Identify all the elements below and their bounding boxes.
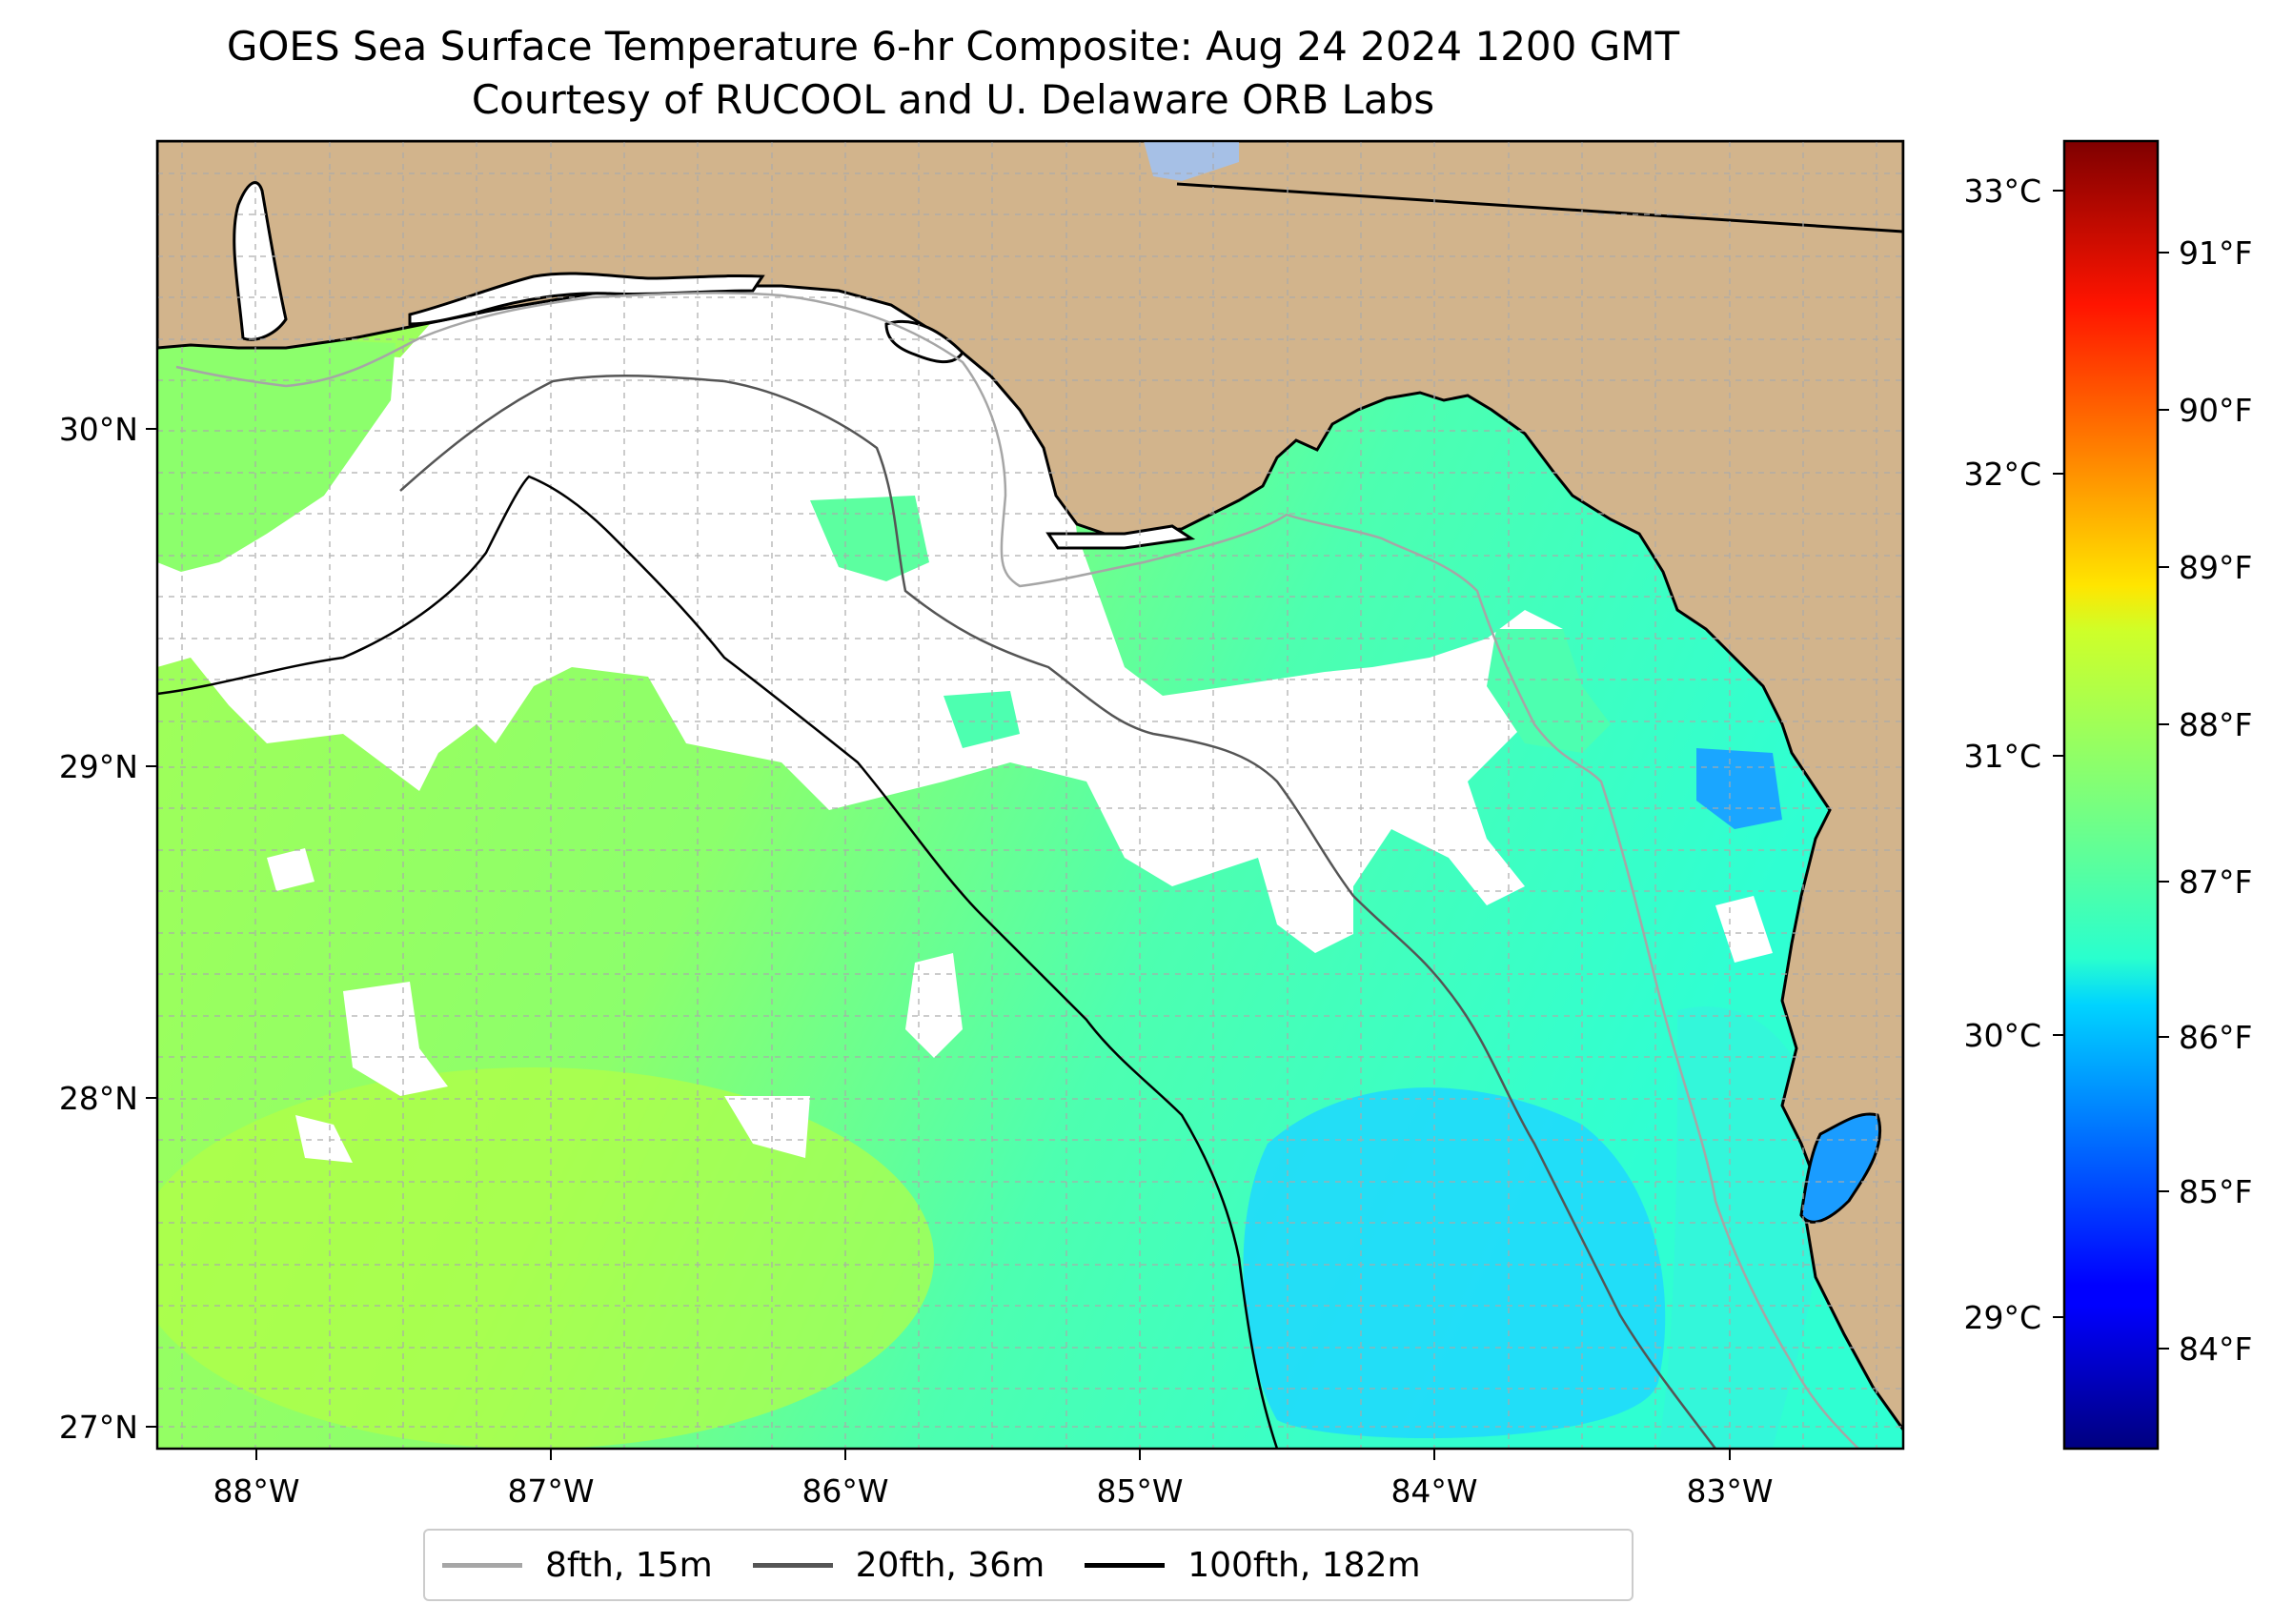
colorbar-fahrenheit-label: 91°F [2179, 234, 2252, 272]
nearshore-sst [1658, 1006, 1822, 1449]
lon-tick-label: 86°W [802, 1472, 888, 1510]
lat-tick-label: 29°N [59, 748, 138, 785]
lat-tick-label: 27°N [59, 1409, 138, 1446]
sst-nw-shelf [157, 334, 396, 572]
isobath-100fth [157, 475, 1279, 1449]
legend-swatch [752, 1562, 833, 1568]
lon-tick-label: 87°W [507, 1472, 594, 1510]
legend-label: 20fth, 36m [855, 1545, 1045, 1585]
cloud-patch [724, 1096, 810, 1158]
colorbar-fahrenheit-label: 90°F [2179, 392, 2252, 429]
legend-item-20fth: 20fth, 36m [752, 1545, 1045, 1585]
lat-tick-label: 28°N [59, 1080, 138, 1117]
cloud-mask-north [157, 276, 1563, 953]
state-border [1176, 182, 1903, 233]
legend-label: 8fth, 15m [545, 1545, 713, 1585]
chart-subtitle: Courtesy of RUCOOL and U. Delaware ORB L… [471, 76, 1435, 123]
colorbar-celsius-ticks [2053, 190, 2064, 1318]
map-ticks [146, 428, 1731, 1460]
lon-tick-label: 84°W [1390, 1472, 1477, 1510]
cloud-patch [267, 848, 315, 891]
colorbar-celsius-label: 33°C [1963, 173, 2041, 210]
colorbar-fahrenheit-label: 86°F [2179, 1019, 2252, 1056]
pensacola-bay [408, 272, 765, 326]
map-frame [155, 139, 1905, 1451]
legend-swatch [1085, 1562, 1166, 1568]
cool-sst-pool [1243, 1087, 1666, 1439]
lon-tick-label: 85°W [1096, 1472, 1183, 1510]
colorbar-fahrenheit-label: 85°F [2179, 1173, 2252, 1210]
colorbar-celsius-label: 31°C [1963, 738, 2041, 775]
sst-patch-mid [944, 691, 1020, 748]
legend-item-8fth: 8fth, 15m [442, 1546, 713, 1585]
colorbar [2062, 139, 2160, 1451]
st-andrew-bay [884, 319, 964, 364]
tampa-bay [1799, 1112, 1882, 1224]
lon-tick-label: 83°W [1686, 1472, 1773, 1510]
isobath-8fth [175, 292, 1859, 1449]
lat-tick-label: 30°N [59, 411, 138, 448]
colorbar-celsius-label: 30°C [1963, 1017, 2041, 1054]
legend-label: 100fth, 182m [1187, 1545, 1421, 1585]
gridlines [157, 141, 1903, 1449]
colorbar-fahrenheit-label: 89°F [2179, 549, 2252, 586]
lon-tick-label: 88°W [213, 1472, 299, 1510]
colorbar-fahrenheit-label: 84°F [2179, 1330, 2252, 1368]
mobile-bay [233, 181, 288, 341]
colorbar-fahrenheit-label: 88°F [2179, 706, 2252, 743]
isobath-legend: 8fth, 15m 20fth, 36m 100fth, 182m [423, 1529, 1634, 1601]
colorbar-celsius-label: 29°C [1963, 1299, 2041, 1336]
cloud-patch [295, 1115, 353, 1163]
lake-seminole [1144, 141, 1239, 181]
legend-swatch [442, 1562, 522, 1568]
cloud-patch [905, 953, 963, 1058]
colorbar-fahrenheit-ticks [2158, 252, 2169, 1350]
legend-item-100fth: 100fth, 182m [1085, 1545, 1421, 1585]
colorbar-celsius-label: 32°C [1963, 456, 2041, 493]
colorbar-fahrenheit-label: 87°F [2179, 863, 2252, 901]
chart-title: GOES Sea Surface Temperature 6-hr Compos… [226, 23, 1680, 70]
apalachicola-bay [1045, 524, 1196, 550]
warm-sst-patch [157, 1067, 934, 1449]
cloud-patch [343, 982, 448, 1096]
isobath-20fth [399, 374, 1716, 1449]
